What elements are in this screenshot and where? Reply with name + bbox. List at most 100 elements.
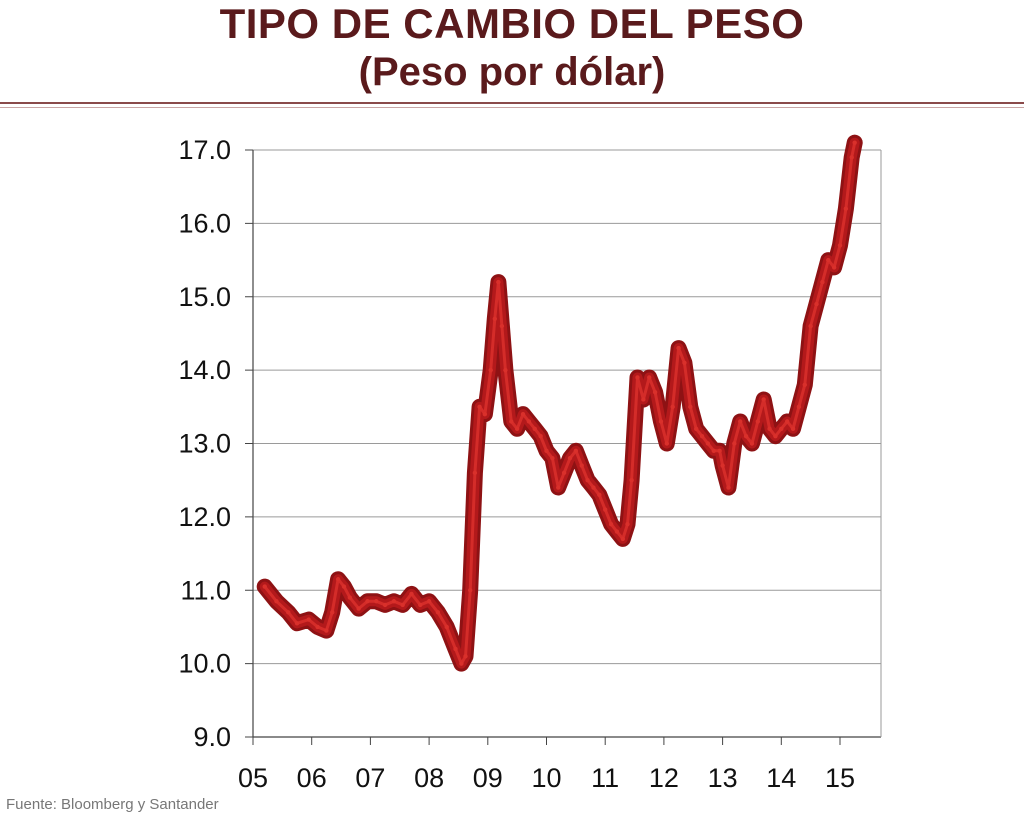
data-point <box>532 426 537 432</box>
data-point <box>453 646 458 652</box>
data-point <box>550 455 555 461</box>
data-point <box>467 588 473 593</box>
x-tick-label: 09 <box>473 763 503 793</box>
data-point <box>676 345 681 351</box>
data-point <box>324 628 329 633</box>
data-point <box>477 404 482 410</box>
data-point <box>802 382 807 387</box>
data-point <box>773 433 778 439</box>
data-point <box>597 492 602 498</box>
x-tick-label: 15 <box>825 763 855 793</box>
data-point <box>459 661 464 666</box>
series-line <box>259 137 860 669</box>
data-point <box>544 448 549 454</box>
data-point <box>514 426 520 432</box>
data-point <box>526 419 532 424</box>
y-tick-label: 11.0 <box>180 575 231 605</box>
data-point <box>315 624 320 630</box>
x-tick-label: 12 <box>649 763 679 793</box>
x-tick-label: 13 <box>708 763 738 793</box>
data-point <box>625 522 630 527</box>
data-point <box>664 441 670 446</box>
data-point <box>767 426 772 432</box>
chart-title-line1: TIPO DE CAMBIO DEL PESO <box>219 0 805 47</box>
data-point <box>409 591 414 597</box>
data-point <box>488 367 493 373</box>
data-point <box>496 279 501 285</box>
data-point <box>726 485 731 490</box>
data-point <box>849 155 854 160</box>
y-tick-label: 12.0 <box>178 502 231 532</box>
data-point <box>579 463 584 468</box>
data-point <box>808 323 813 329</box>
data-point <box>418 602 423 608</box>
data-point <box>585 477 590 483</box>
data-point <box>499 323 505 329</box>
data-point <box>482 411 488 417</box>
data-point <box>335 577 341 582</box>
data-point <box>400 602 405 608</box>
data-point <box>374 599 379 604</box>
data-point <box>435 610 441 615</box>
data-point <box>784 419 790 424</box>
data-point <box>837 243 843 248</box>
data-point <box>831 265 837 270</box>
data-point <box>556 485 561 490</box>
data-point <box>743 433 749 439</box>
data-point <box>561 470 567 476</box>
header-divider <box>0 102 1024 104</box>
data-point <box>538 433 543 439</box>
data-point <box>426 599 432 604</box>
y-tick-label: 17.0 <box>178 135 231 165</box>
x-tick-label: 08 <box>414 763 444 793</box>
data-point <box>472 470 478 476</box>
y-tick-label: 15.0 <box>178 282 231 312</box>
data-point <box>306 617 311 622</box>
data-point <box>826 257 831 263</box>
data-point <box>761 397 766 402</box>
x-tick-label: 06 <box>297 763 327 793</box>
data-point <box>682 360 687 365</box>
data-point <box>647 375 652 380</box>
data-point <box>492 316 498 321</box>
data-point <box>732 441 737 446</box>
data-point <box>843 206 849 211</box>
y-tick-label: 9.0 <box>193 722 231 752</box>
data-point <box>608 522 614 527</box>
y-tick-label: 16.0 <box>178 208 231 238</box>
x-tick-label: 10 <box>531 763 561 793</box>
data-point <box>347 595 353 600</box>
data-point <box>391 599 397 604</box>
data-point <box>755 419 761 424</box>
data-point <box>262 584 267 589</box>
data-point <box>814 301 819 307</box>
data-point <box>330 610 335 615</box>
x-tick-label: 14 <box>766 763 796 793</box>
data-point <box>629 477 634 483</box>
data-point <box>711 448 716 454</box>
data-point <box>603 507 608 512</box>
data-point <box>286 610 291 615</box>
x-tick-label: 07 <box>355 763 385 793</box>
data-point <box>382 602 388 608</box>
data-point <box>463 654 468 659</box>
data-point <box>635 375 640 380</box>
data-point <box>688 404 693 410</box>
data-point <box>274 599 279 604</box>
data-point <box>705 441 711 446</box>
chart-title-line2: (Peso por dólar) <box>358 50 666 94</box>
data-point <box>503 367 508 373</box>
source-note: Fuente: Bloomberg y Santander <box>6 796 219 813</box>
data-point <box>699 433 705 439</box>
data-point <box>620 536 626 542</box>
x-tick-label: 11 <box>591 763 619 793</box>
data-point <box>444 624 449 630</box>
data-point <box>658 419 664 424</box>
data-point <box>693 426 699 432</box>
data-point <box>294 621 300 626</box>
data-point <box>670 404 675 410</box>
data-point <box>341 584 347 589</box>
data-point <box>738 419 743 424</box>
data-point <box>720 463 725 468</box>
